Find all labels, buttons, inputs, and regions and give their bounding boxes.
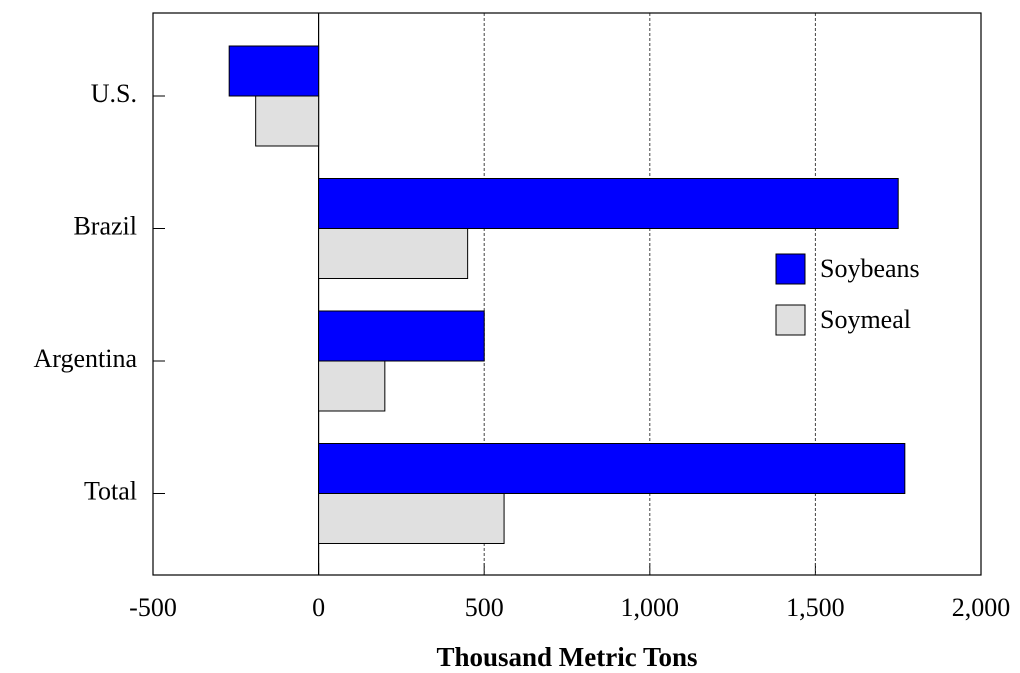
plot-frame bbox=[152, 12, 982, 576]
bar bbox=[228, 45, 320, 97]
bar bbox=[318, 360, 386, 412]
y-tick-label: Total bbox=[84, 476, 137, 505]
bar bbox=[318, 443, 906, 494]
x-tick-label: -500 bbox=[129, 593, 177, 622]
bar bbox=[318, 310, 485, 362]
x-tick-label: 500 bbox=[465, 593, 504, 622]
y-tick-label: Argentina bbox=[34, 344, 138, 373]
y-tick-label: U.S. bbox=[91, 79, 137, 108]
x-tick-label: 1,500 bbox=[786, 593, 845, 622]
x-axis-title: Thousand Metric Tons bbox=[436, 642, 697, 672]
legend-label: Soybeans bbox=[820, 254, 920, 283]
x-tick-label: 0 bbox=[312, 593, 325, 622]
x-tick-label: 1,000 bbox=[621, 593, 680, 622]
x-tick-label: 2,000 bbox=[952, 593, 1011, 622]
y-tick-label: Brazil bbox=[73, 211, 137, 240]
legend-swatch bbox=[775, 253, 806, 285]
bar bbox=[318, 178, 899, 229]
bar bbox=[318, 228, 469, 279]
legend-swatch bbox=[775, 304, 806, 336]
bar bbox=[255, 95, 320, 147]
legend-label: Soymeal bbox=[820, 305, 911, 334]
bar bbox=[318, 493, 505, 544]
